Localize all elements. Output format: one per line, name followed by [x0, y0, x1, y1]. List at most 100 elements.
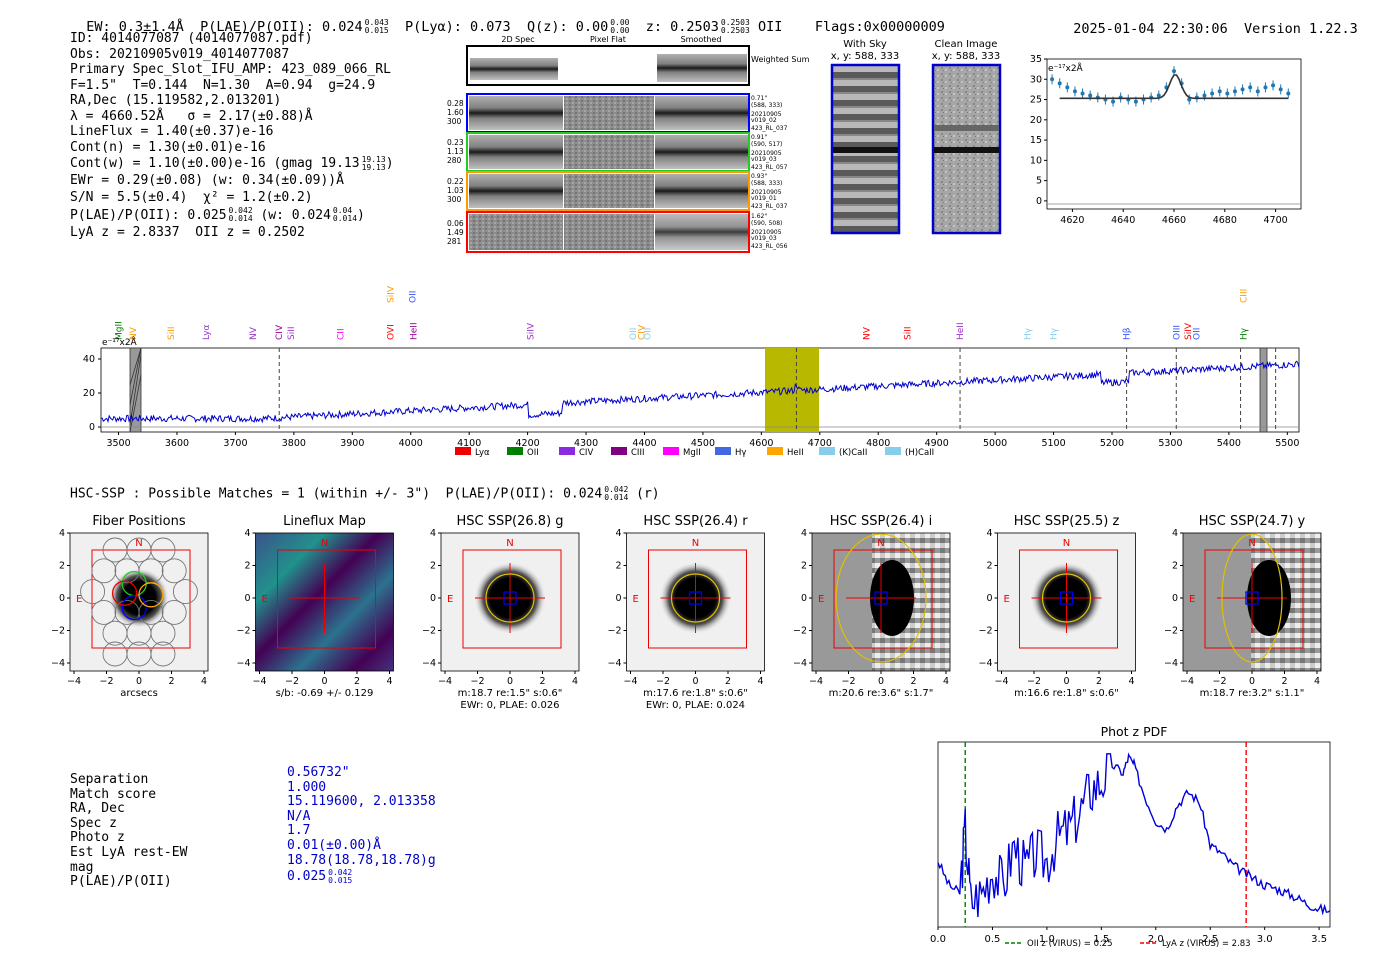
panel-title: HSC SSP(26.4) i: [830, 514, 932, 529]
y-tick-label: 0: [615, 593, 621, 604]
zoom-ytick-label: 15: [1030, 135, 1042, 146]
aperture-box: [648, 549, 747, 649]
line-label-hβ: Hβ: [1123, 327, 1133, 340]
x-tick-label: 2: [354, 676, 360, 687]
x-tick-label: −4: [1180, 676, 1194, 687]
line-label-mgii: MgII: [115, 321, 125, 340]
compass-n: N: [1248, 538, 1255, 549]
radec-line: RA,Dec (15.119582,2.013201): [70, 93, 282, 108]
legend-swatch: [663, 447, 679, 455]
qz-hi: 0.00: [610, 18, 630, 27]
fit-line: F=1.5" T=0.144 N=1.30 A=0.94 g=24.9: [70, 77, 376, 93]
spec-ytick-label: 20: [83, 388, 95, 399]
fiber-highlight: [138, 582, 164, 608]
x-tick-label: 4: [757, 676, 763, 687]
y-tick-label: 0: [59, 593, 65, 604]
line-label-siiv: SiIV: [1184, 322, 1194, 340]
x-tick-label: −4: [252, 676, 266, 687]
compass-e: E: [1004, 594, 1010, 605]
contw-line: Cont(w) = 1.10(±0.00)e-16 (gmag 19.13 19.…: [70, 154, 394, 172]
x-tick-label: 2: [168, 676, 174, 687]
zoom-point: [1072, 89, 1077, 94]
svg-text:v019_02: v019_02: [751, 117, 777, 124]
spec-xtick-label: 3600: [165, 438, 189, 449]
line-label-civ: CIV: [638, 324, 648, 340]
x-tick-label: 0: [1249, 676, 1255, 687]
svg-text:423_RL_037: 423_RL_037: [751, 203, 788, 210]
legend-swatch: [611, 447, 627, 455]
spec-xtick-label: 3500: [106, 438, 130, 449]
fiber-circle: [138, 599, 164, 625]
pdf-xtick-label: 2.0: [1148, 934, 1164, 945]
y-tick-label: 4: [986, 528, 992, 539]
panel-title: Lineflux Map: [283, 514, 366, 529]
fiber-circle: [172, 579, 198, 605]
zoom-point: [1133, 99, 1138, 104]
aperture-box: [1019, 549, 1118, 649]
zoom-xtick-label: 4680: [1213, 215, 1237, 226]
pdf-xtick-label: 1.0: [1039, 934, 1055, 945]
plae2-lo: 0.014: [228, 214, 253, 223]
contn-line: Cont(n) = 1.30(±0.01)e-16: [70, 139, 266, 155]
z-lo: 0.2503: [720, 26, 750, 35]
y-tick-label: −2: [236, 626, 250, 637]
x-tick-label: −2: [656, 676, 670, 687]
weighted-sum-smoothed: [657, 54, 747, 82]
spec-y-ticks: 0 20 40: [83, 354, 101, 433]
x-tick-label: −2: [1027, 676, 1041, 687]
panel-sub1: arcsecs: [120, 688, 158, 699]
spec-xtick-label: 3900: [340, 438, 364, 449]
version: Version 1.22.3: [1243, 21, 1358, 37]
datetime: 2025-01-04 22:30:06: [1073, 21, 1228, 37]
zoom-xtick-label: 4660: [1162, 215, 1186, 226]
svg-text:1.62": 1.62": [751, 213, 767, 220]
y-tick-label: 0: [801, 593, 807, 604]
svg-text:20210905: 20210905: [751, 150, 782, 157]
svg-text:v019_01: v019_01: [751, 195, 777, 202]
legend-swatch: [715, 447, 731, 455]
compass-n: N: [506, 538, 513, 549]
spec-xtick-label: 5300: [1158, 438, 1182, 449]
label-photoz: Photo z: [70, 830, 125, 846]
zoom-point: [1255, 89, 1260, 94]
z-hi: 0.2503: [720, 18, 750, 27]
fiber-circle: [150, 537, 176, 563]
svg-text:20210905: 20210905: [751, 189, 782, 196]
x-tick-label: 0: [878, 676, 884, 687]
y-tick-label: 2: [1172, 561, 1178, 572]
y-tick-label: 2: [615, 561, 621, 572]
spectra-cutouts: 2D Spec Pixel Flat Smoothed Weighted Sum…: [447, 35, 810, 253]
zoom-point: [1240, 87, 1245, 92]
hsc-panel-6: HSC SSP(24.7) y N E −4−4 −2 −2 0 0 2 2 4 4 m:18.7 re…: [1164, 514, 1322, 699]
line-label-heii: HeII: [410, 322, 420, 340]
x-tick-label: 0: [507, 676, 513, 687]
flags-value: Flags:0x00000009: [814, 19, 945, 35]
y-tick-label: −2: [1164, 626, 1178, 637]
line-label-siiv: SiIV: [386, 285, 396, 303]
pdf-legend: OII z (VIRUS) = 0.25 LyA z (VIRUS) = 2.83: [1005, 939, 1251, 949]
panel-title: HSC SSP(25.5) z: [1014, 514, 1120, 529]
panel-sub1: m:17.6 re:1.8" s:0.6": [643, 688, 748, 699]
x-tick-label: 4: [386, 676, 392, 687]
hsc-panel-4: HSC SSP(26.4) i N E −4−4 −2 −2 0 0 2 2 4 4 m:20.6 re…: [793, 514, 951, 699]
id-line: ID: 4014077087 (4014077087.pdf): [70, 31, 313, 46]
z-line: OII: [757, 19, 783, 35]
qz-lo: 0.00: [610, 26, 630, 35]
spec-xtick-label: 3800: [282, 438, 306, 449]
hsc-title-lo: 0.014: [604, 493, 629, 502]
with-sky-trace: [833, 147, 898, 153]
x-tick-label: 4: [1314, 676, 1320, 687]
col-header-2dspec: 2D Spec: [501, 35, 534, 44]
z-value: z: 0.2503: [645, 19, 719, 35]
zoom-point: [1156, 93, 1161, 98]
lyaz-line: LyA z = 2.8337 OII z = 0.2502: [70, 224, 305, 240]
lambda-line: λ = 4660.52Å σ = 2.17(±0.88)Å: [70, 108, 313, 124]
legend-label: OII: [527, 448, 539, 458]
qz-value: Q(z): 0.00: [526, 19, 609, 35]
svg-text:0.93": 0.93": [751, 173, 767, 180]
line-label-civ: CIV: [275, 324, 285, 340]
value-separation: 0.56732": [287, 765, 350, 780]
plae2-text: P(LAE)/P(OII): 0.025: [70, 207, 227, 223]
svg-text:0.28: 0.28: [447, 99, 464, 108]
hsc-panels: Fiber PositionsNE−4−4−2−2002244arcsecsLi…: [51, 514, 1322, 711]
